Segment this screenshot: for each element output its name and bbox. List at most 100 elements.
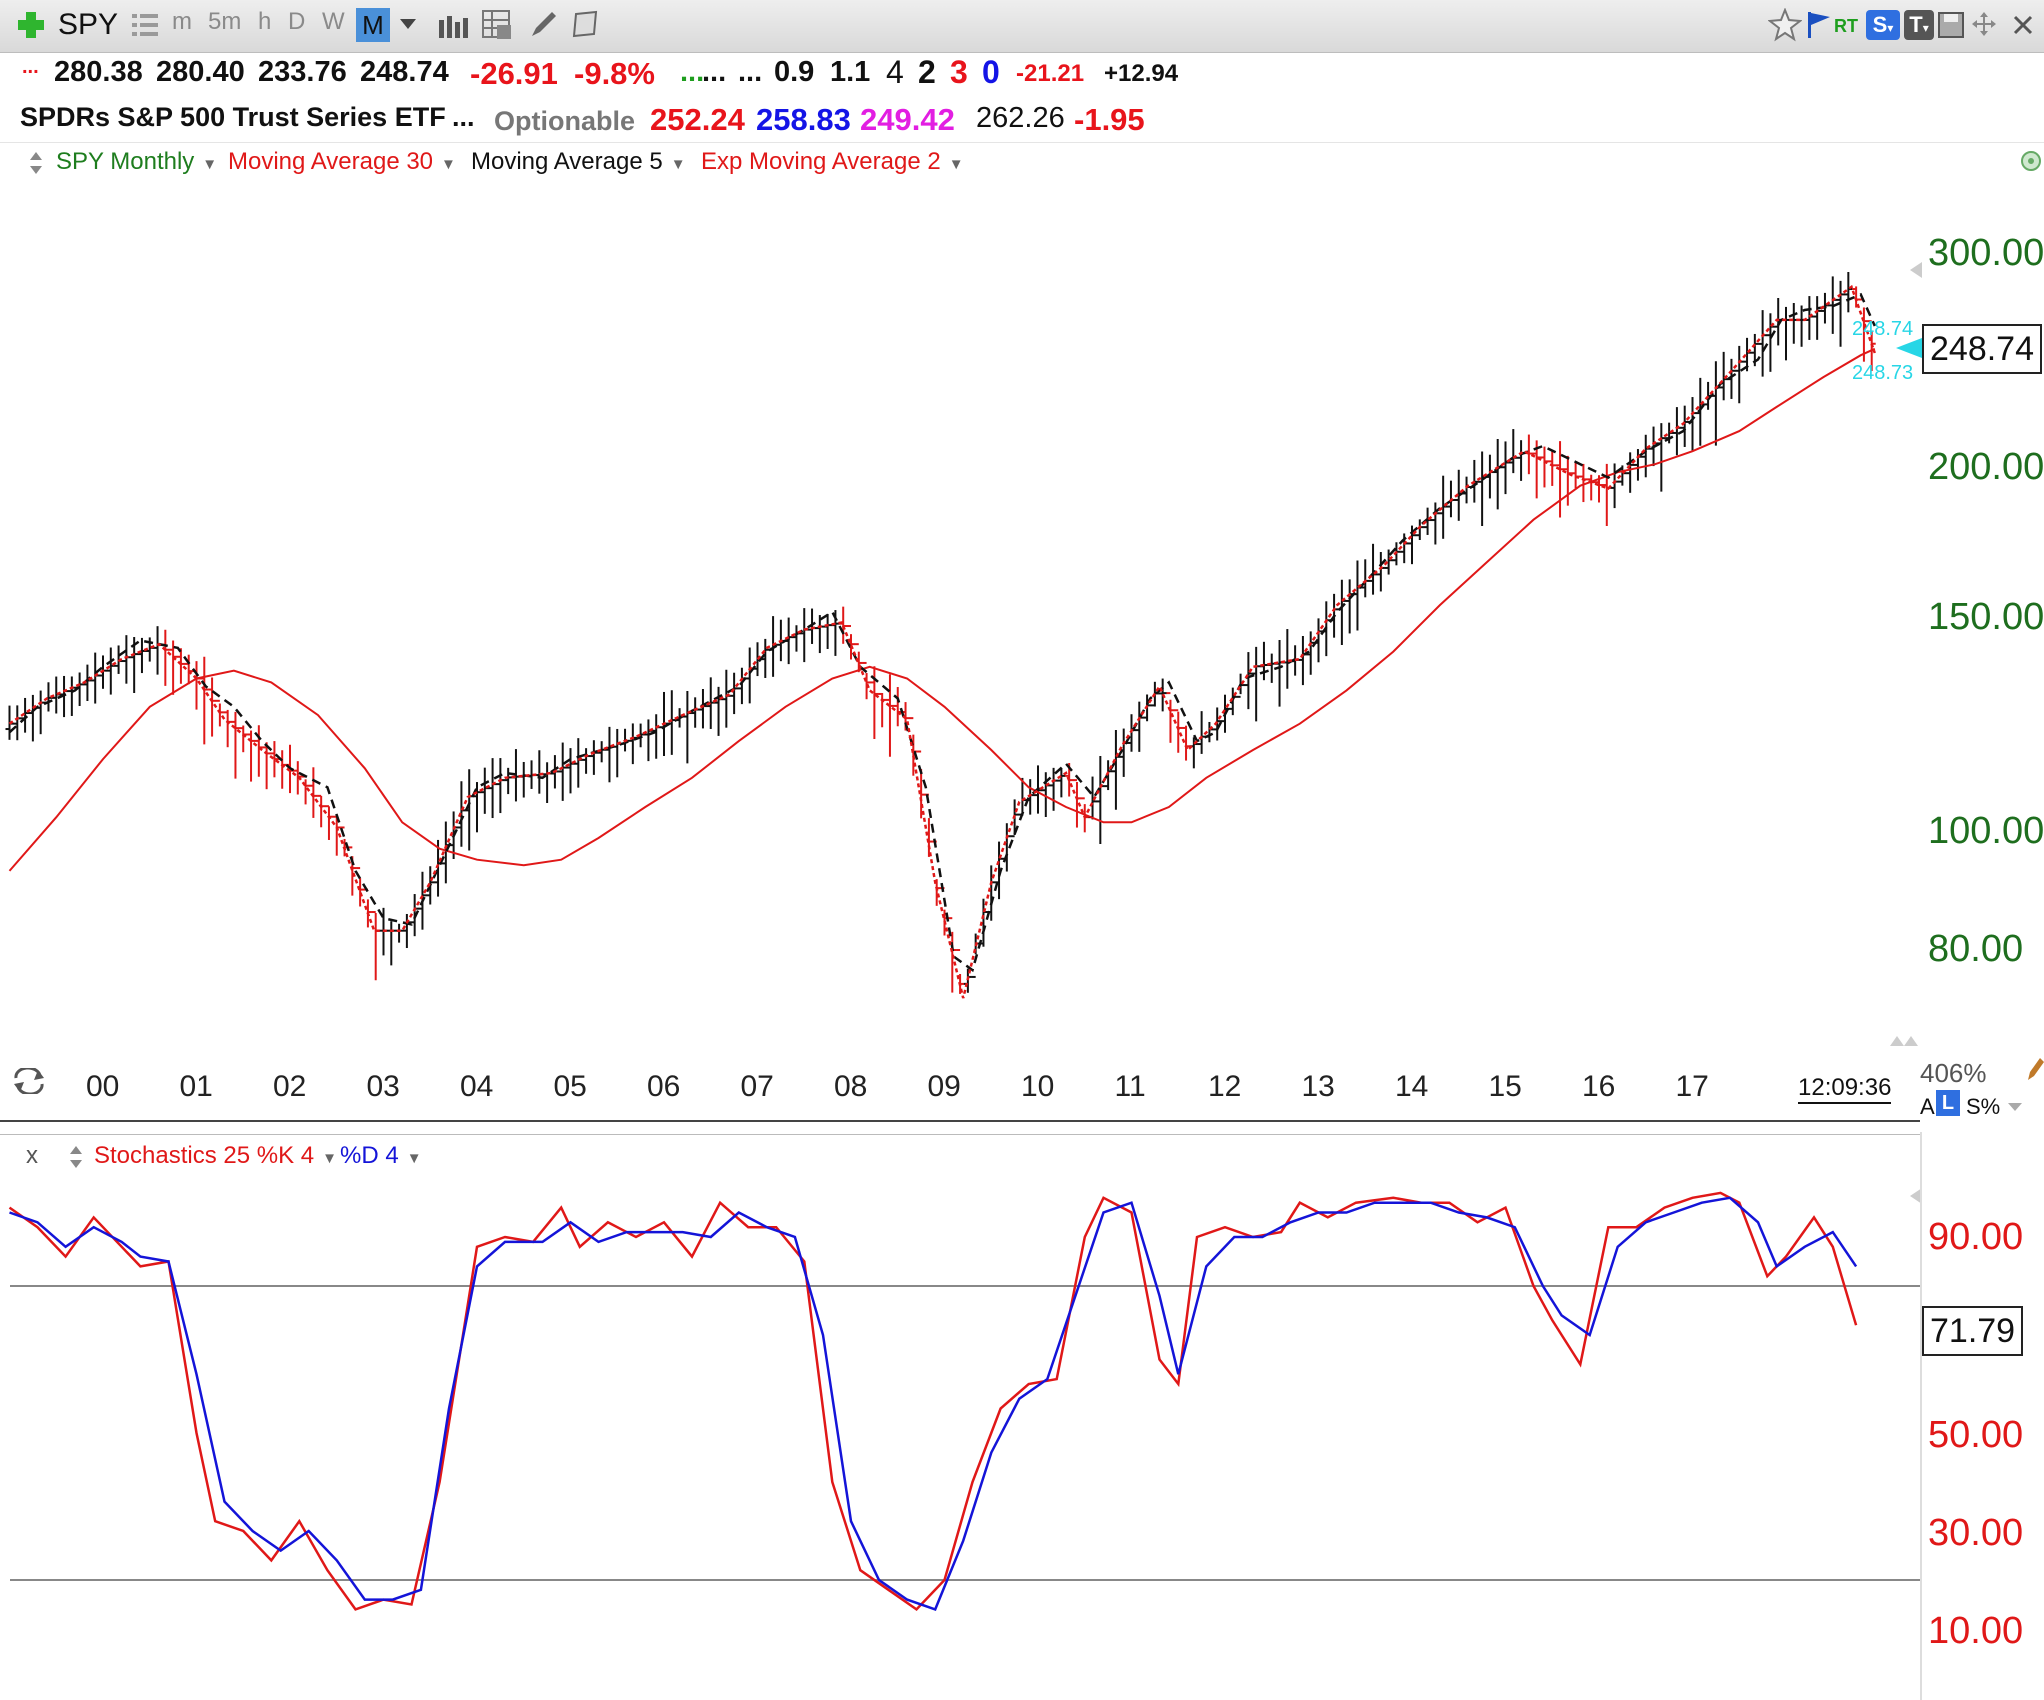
legend-ema2[interactable]: Exp Moving Average 2 ▼	[701, 148, 964, 176]
x-tick-label: 15	[1488, 1070, 1522, 1103]
price-3: 249.42	[860, 102, 955, 137]
log-scale-badge[interactable]: L	[1936, 1090, 1960, 1116]
add-symbol-icon[interactable]	[16, 10, 46, 40]
x-tick-label: 07	[740, 1070, 774, 1103]
share-button-label: S	[1872, 12, 1888, 37]
optionable-label: Optionable	[494, 106, 635, 136]
close-icon[interactable]	[2012, 14, 2034, 41]
quote-line-2: SPDRs S&P 500 Trust Series ETF ... Optio…	[0, 98, 2044, 143]
x-tick-label: 13	[1301, 1070, 1335, 1103]
table-icon[interactable]	[482, 10, 512, 45]
series-line-ma5	[8, 292, 1876, 973]
clock-time: 12:09:36	[1798, 1074, 1892, 1104]
chart-settings-icon[interactable]	[2020, 150, 2042, 177]
chevron-down-icon: ▼	[202, 156, 218, 173]
x-tick-label: 09	[927, 1070, 961, 1103]
cyan-price-label-bottom: 248.73	[1852, 362, 1914, 384]
quote-last: 248.74	[360, 56, 449, 88]
list-icon[interactable]	[132, 12, 158, 43]
price-1: 252.24	[650, 102, 745, 137]
stoch-axis-label-10: 10.00	[1928, 1610, 2024, 1652]
chevron-down-icon: ▼	[441, 156, 456, 173]
x-tick-label: 17	[1675, 1070, 1709, 1103]
period-d[interactable]: D	[288, 8, 306, 35]
move-icon[interactable]	[1970, 10, 1998, 43]
period-dropdown-icon[interactable]	[400, 18, 416, 36]
price-legend: SPY Monthly ▼ Moving Average 30 ▼ Moving A…	[0, 142, 2044, 182]
period-w[interactable]: W	[322, 8, 345, 35]
x-tick-label: 10	[1021, 1070, 1055, 1103]
period-m[interactable]: m	[172, 8, 192, 35]
price-chart[interactable]	[0, 180, 1920, 1050]
series-line-ma30	[8, 347, 1876, 872]
period-m-active[interactable]: M	[356, 8, 390, 42]
drag-handle-icon[interactable]	[70, 1146, 82, 1173]
legend-ma30[interactable]: Moving Average 30 ▼	[228, 148, 456, 176]
period-h[interactable]: h	[258, 8, 272, 35]
scale-dropdown-icon[interactable]	[2008, 1100, 2022, 1118]
text-tool-button[interactable]: T▾	[1904, 10, 1934, 40]
close-indicator-button[interactable]: x	[26, 1142, 38, 1169]
net-change-2: +12.94	[1104, 60, 1179, 87]
series-line-ema2	[8, 284, 1876, 999]
x-tick-label: 16	[1582, 1070, 1616, 1103]
flag-icon[interactable]	[1806, 10, 1832, 45]
toolbar: SPY m 5m h D W M RT S▾ T▾	[0, 0, 2044, 53]
right-border	[1920, 1132, 1922, 1700]
panel-divider[interactable]	[0, 1120, 1920, 1135]
lock-prefix: A	[1920, 1094, 1935, 1119]
legend-ma5[interactable]: Moving Average 5 ▼	[471, 148, 686, 176]
x-tick-label: 02	[273, 1070, 307, 1103]
lead-dots: ...	[22, 56, 39, 78]
price-4: 262.26	[976, 102, 1065, 134]
x-tick-label: 03	[366, 1070, 400, 1103]
quote-open: 280.38	[54, 56, 143, 88]
price-bars	[5, 272, 1876, 994]
chevron-down-icon: ▼	[406, 1150, 422, 1167]
x-tick-label: 08	[834, 1070, 868, 1103]
percent-scale-toggle[interactable]: S%	[1966, 1094, 2001, 1119]
price-axis-label-300: 300.00	[1928, 232, 2044, 274]
stoch-k-line	[8, 1191, 1858, 1612]
pencil-icon[interactable]	[528, 10, 558, 45]
x-tick-label: 11	[1114, 1070, 1146, 1103]
security-name: SPDRs S&P 500 Trust Series ETF	[20, 102, 446, 132]
chevron-down-icon: ▼	[322, 1150, 337, 1167]
notes-icon[interactable]	[570, 10, 600, 45]
stoch-scroll-up-icon[interactable]	[1908, 1188, 1922, 1209]
last-price-box: 248.74	[1922, 324, 2042, 374]
green-dots: ...	[680, 56, 705, 88]
stoch-d-line	[9, 1196, 1858, 1611]
chevron-down-icon: ▼	[948, 156, 964, 173]
legend-stoch-k-label: Stochastics 25 %K 4	[94, 1142, 315, 1169]
price-axis-label-150: 150.00	[1928, 596, 2044, 638]
drawing-icon[interactable]	[2026, 1056, 2044, 1087]
legend-ema2-label: Exp Moving Average 2	[701, 148, 941, 175]
ratio-1: 0.9	[774, 56, 815, 88]
net-change-1: -21.21	[1016, 60, 1085, 87]
x-tick-label: 05	[553, 1070, 587, 1103]
count-1: 4	[886, 54, 904, 90]
drag-handle-icon[interactable]	[30, 152, 42, 179]
star-icon[interactable]	[1767, 7, 1803, 47]
period-5m[interactable]: 5m	[208, 8, 242, 35]
share-button[interactable]: S▾	[1866, 10, 1900, 40]
realtime-badge[interactable]: RT	[1834, 16, 1858, 36]
x-tick-label: 06	[647, 1070, 681, 1103]
dots-2: ...	[702, 56, 727, 88]
axis-scroll-down-icon[interactable]	[1890, 1034, 1918, 1053]
price-axis-label-200: 200.00	[1928, 446, 2044, 488]
bar-chart-icon[interactable]	[438, 12, 468, 43]
save-icon[interactable]	[1938, 12, 1964, 43]
quote-change: -26.91	[470, 56, 558, 91]
symbol-input[interactable]: SPY	[58, 8, 119, 41]
quote-change-pct: -9.8%	[574, 56, 655, 91]
axis-scroll-up-icon[interactable]	[1908, 262, 1922, 283]
legend-stoch-d[interactable]: %D 4 ▼	[340, 1142, 422, 1170]
stochastics-chart[interactable]	[0, 1170, 1920, 1700]
legend-stoch-k[interactable]: Stochastics 25 %K 4 ▼	[94, 1142, 337, 1170]
legend-spy-monthly[interactable]: SPY Monthly ▼	[56, 148, 217, 176]
refresh-icon[interactable]	[12, 1066, 46, 1099]
x-tick-label: 04	[460, 1070, 494, 1103]
x-axis: 00 01 02 03 04 05 06 07 08 09 10 11 12 13 14 15 16 17 12:…	[0, 1050, 1920, 1120]
